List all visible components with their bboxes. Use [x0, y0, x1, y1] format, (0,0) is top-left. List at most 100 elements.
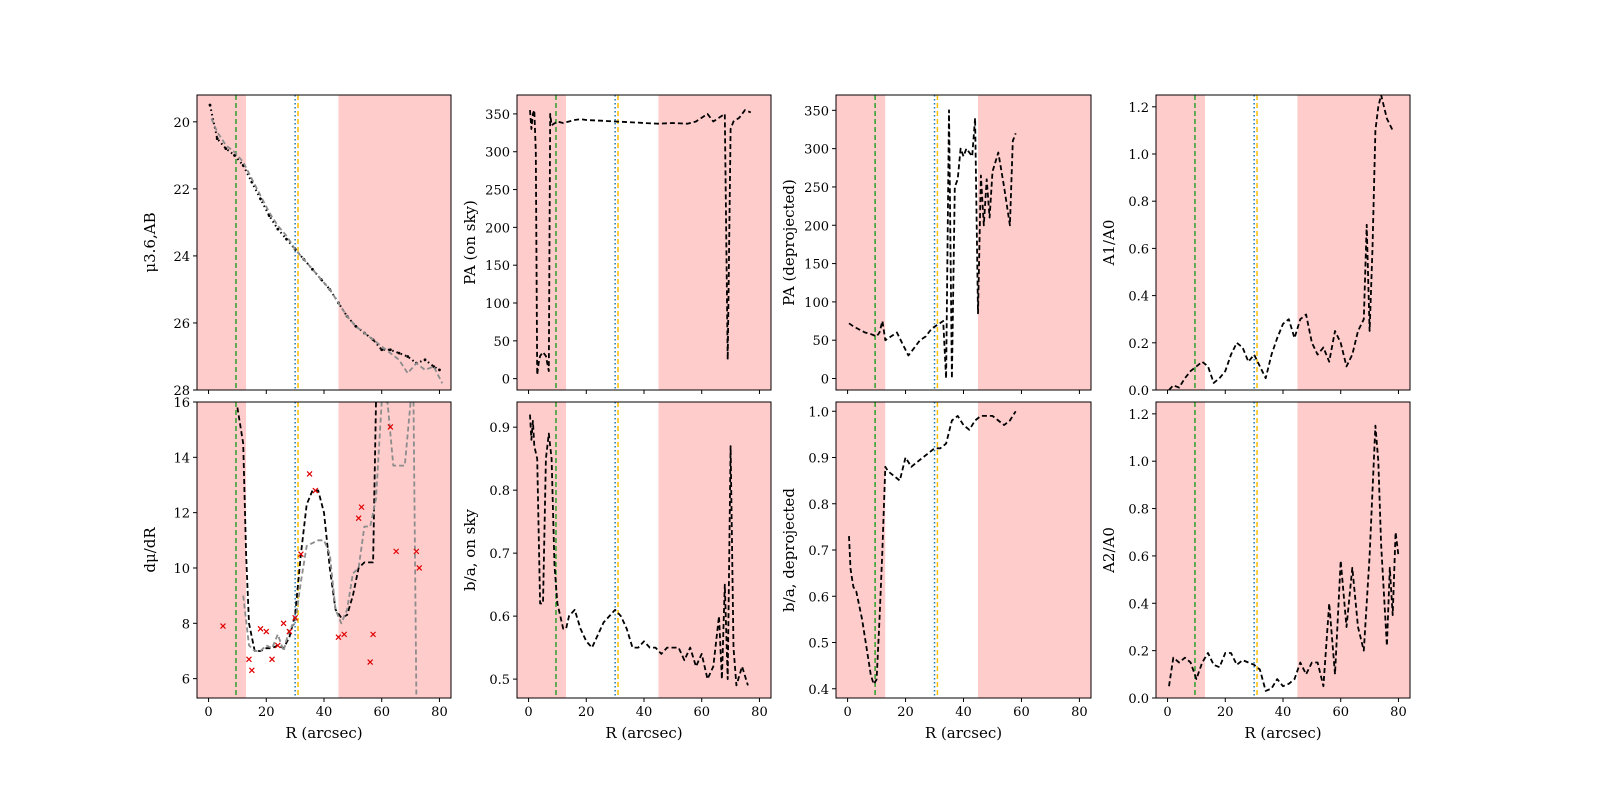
data-point: [388, 348, 392, 352]
shaded-region: [1156, 402, 1206, 698]
y-tick-label: 1.2: [1128, 408, 1149, 423]
x-tick-label: 0: [524, 705, 532, 720]
data-point: [276, 227, 280, 231]
y-tick-label: 50: [493, 335, 510, 350]
x-axis-label: R (arcsec): [1244, 724, 1321, 742]
marker-x: [312, 487, 319, 494]
x-tick-label: 20: [258, 705, 275, 720]
x-tick-label: 80: [751, 705, 768, 720]
shaded-region: [1156, 95, 1206, 390]
x-tick-label: 80: [1071, 705, 1088, 720]
panel-a1-a0: 0.0 0.2 0.4 0.6 0.8 1.0 1.2 A1/A0: [1100, 94, 1411, 399]
x-tick-label: 60: [1013, 705, 1030, 720]
series-model-derivative: [242, 402, 418, 698]
marker-x: [220, 623, 226, 629]
y-tick-label: 0.7: [808, 544, 829, 559]
y-tick-label: 350: [485, 108, 510, 123]
y-tick-label: 0.2: [1128, 645, 1149, 660]
y-axis-label: A1/A0: [1100, 220, 1118, 267]
marker-x: [280, 620, 287, 627]
y-tick-label: 300: [485, 146, 510, 161]
panel-ba-sky: 0.5 0.6 0.7 0.8 0.9 0 20 40 60 80 b/a, on sky R (ar…: [461, 401, 772, 742]
y-tick-label: 0.5: [808, 637, 829, 652]
y-axis-label: PA (on sky): [461, 200, 479, 285]
x-tick-label: 80: [431, 705, 448, 720]
x-tick-label: 20: [578, 705, 595, 720]
series-a2: [1168, 424, 1400, 692]
panel-ba-deproj: 0.4 0.5 0.6 0.7 0.8 0.9 1.0 0 20 40 60 80 b/a, depro…: [780, 401, 1092, 742]
shaded-region: [1297, 95, 1410, 390]
series-pa-deproj: [848, 109, 1017, 380]
marker-x: [274, 642, 281, 649]
marker-x: [257, 625, 264, 632]
data-point: [423, 358, 427, 362]
x-tick-label: 20: [1217, 705, 1234, 720]
shaded-region: [338, 95, 451, 390]
x-tick-label: 0: [1163, 705, 1171, 720]
marker-x: [269, 656, 275, 663]
marker-x: [413, 548, 420, 555]
shaded-region: [517, 95, 567, 390]
x-axis-label: R (arcsec): [285, 724, 362, 742]
y-tick-label: 300: [804, 143, 829, 158]
x-tick-label: 40: [636, 705, 653, 720]
y-tick-label: 50: [812, 334, 829, 349]
panel-pa-deproj: 0 50 100 150 200 250 300 350 PA (deprojected): [780, 94, 1092, 394]
y-tick-label: 20: [173, 116, 190, 131]
marker-x: [367, 659, 374, 665]
y-tick-label: 350: [804, 104, 829, 119]
marker-x: [355, 515, 362, 522]
series-pa-sky: [529, 109, 752, 376]
y-tick-label: 250: [485, 184, 510, 199]
y-tick-label: 0.5: [489, 673, 510, 688]
x-tick-label: 60: [1332, 705, 1349, 720]
data-point: [233, 153, 236, 157]
panel-pa-sky: 0 50 100 150 200 250 300 350 PA (on sky): [461, 94, 772, 394]
y-axis-label: A2/A0: [1100, 527, 1118, 574]
marker-x: [387, 423, 394, 430]
marker-x: [335, 634, 342, 641]
y-tick-label: 0.6: [1128, 242, 1149, 257]
data-point: [354, 324, 358, 328]
marker-x: [286, 628, 293, 635]
x-tick-label: 80: [1390, 705, 1407, 720]
marker-x: [370, 631, 376, 638]
x-tick-label: 40: [955, 705, 972, 720]
data-point: [406, 355, 410, 358]
series-model: [210, 118, 444, 384]
x-tick-label: 40: [316, 705, 333, 720]
y-tick-label: 250: [804, 181, 829, 196]
marker-x: [263, 628, 270, 635]
y-tick-label: 24: [173, 250, 190, 265]
y-tick-label: 12: [173, 507, 190, 522]
y-tick-label: 8: [182, 617, 190, 632]
y-tick-label: 28: [173, 384, 190, 399]
y-tick-label: 0.6: [489, 610, 510, 625]
data-point: [224, 147, 228, 151]
data-point: [215, 137, 219, 140]
marker-x: [341, 631, 348, 638]
y-tick-label: 200: [485, 221, 510, 236]
y-tick-label: 0.8: [808, 498, 829, 513]
panel-dmu-dr: 6 8 10 12 14 16 0 20 40 60 80 dμ/dR R (arcsec): [141, 396, 452, 742]
y-axis-label: dμ/dR: [141, 527, 159, 573]
shaded-region: [836, 402, 886, 698]
y-tick-label: 0.0: [1128, 384, 1149, 399]
marker-x: [246, 656, 252, 663]
y-tick-label: 0.8: [1128, 195, 1149, 210]
y-tick-label: 100: [485, 297, 510, 312]
shaded-region: [836, 95, 886, 390]
y-axis-label: μ3.6,AB: [141, 212, 159, 272]
y-tick-label: 0.6: [1128, 550, 1149, 565]
shaded-region: [197, 95, 247, 390]
shaded-region: [517, 402, 567, 698]
marker-x: [297, 551, 304, 558]
y-tick-label: 0.6: [808, 590, 829, 605]
y-tick-label: 0.2: [1128, 337, 1149, 352]
y-tick-label: 0.7: [489, 547, 510, 562]
x-tick-label: 20: [897, 705, 914, 720]
y-tick-label: 0.4: [808, 683, 829, 698]
y-tick-label: 0.0: [1128, 692, 1149, 707]
y-tick-label: 0.4: [1128, 597, 1149, 612]
